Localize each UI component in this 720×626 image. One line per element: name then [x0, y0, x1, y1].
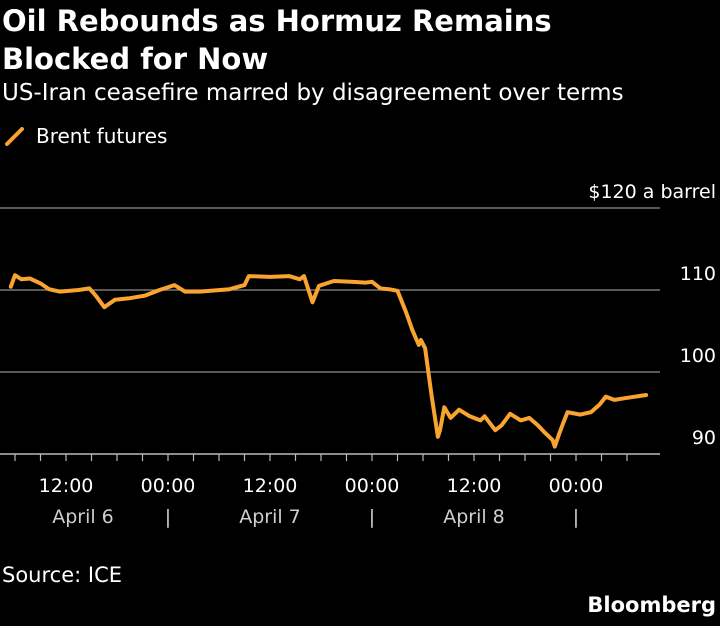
x-date-label: | — [369, 506, 375, 528]
y-tick-label: $120 a barrel — [588, 181, 716, 203]
legend-label: Brent futures — [36, 124, 168, 148]
y-tick-label: 90 — [692, 427, 716, 449]
chart-plot: $120 a barrel 110 100 90 12:00 00:00 12:00 00:0… — [0, 181, 716, 528]
x-date-label: April 8 — [443, 506, 505, 528]
source-note: Source: ICE — [2, 563, 123, 587]
chart-subtitle: US-Iran ceasefire marred by disagreement… — [2, 80, 624, 106]
x-date-label: | — [573, 506, 579, 528]
bloomberg-logo: Bloomberg — [587, 593, 716, 617]
x-date-label: | — [165, 506, 171, 528]
x-tick-label: 12:00 — [39, 475, 94, 497]
title-line-1: Oil Rebounds as Hormuz Remains — [2, 4, 552, 38]
legend: Brent futures — [4, 124, 167, 148]
title-line-2: Blocked for Now — [2, 42, 269, 76]
y-tick-label: 110 — [680, 263, 716, 285]
x-tick-label: 12:00 — [243, 475, 298, 497]
x-tick-label: 00:00 — [549, 475, 604, 497]
x-tick-label: 00:00 — [345, 475, 400, 497]
series-line-brent-futures — [8, 273, 649, 449]
x-date-label: April 6 — [52, 506, 114, 528]
x-date-label: April 7 — [239, 506, 301, 528]
y-tick-label: 100 — [680, 345, 716, 367]
legend-swatch-icon — [4, 125, 26, 147]
chart-title: Oil Rebounds as Hormuz Remains Blocked f… — [2, 2, 552, 78]
x-tick-label: 12:00 — [447, 475, 502, 497]
x-tick-label: 00:00 — [141, 475, 196, 497]
